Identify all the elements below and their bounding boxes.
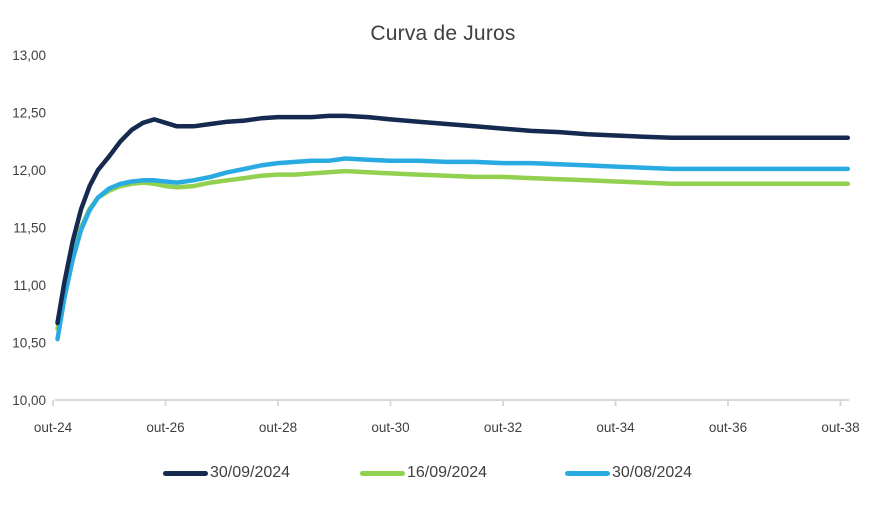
x-axis-tick-label: out-32 (484, 420, 522, 435)
y-axis-tick-label: 13,00 (12, 48, 46, 63)
y-axis-tick-label: 12,50 (12, 106, 46, 121)
legend-label: 16/09/2024 (407, 464, 488, 481)
legend-item-16-09-2024: 16/09/2024 (360, 461, 487, 485)
series-line-16-09-2024 (55, 168, 851, 331)
legend-item-30-08-2024: 30/08/2024 (565, 461, 692, 485)
x-axis-tick-label: out-28 (259, 420, 297, 435)
chart-legend: 30/09/2024 16/09/2024 30/08/2024 (0, 461, 886, 485)
legend-swatch-cyan-icon (565, 470, 610, 476)
legend-item-30-09-2024: 30/09/2024 (163, 461, 290, 485)
x-axis-tick-label: out-34 (596, 420, 635, 435)
y-axis-tick-label: 11,00 (13, 278, 46, 293)
x-axis-tick-label: out-30 (371, 420, 409, 435)
series-line-30-08-2024 (55, 156, 851, 342)
y-axis-tick-label: 12,00 (12, 163, 46, 178)
legend-swatch-navy-icon (163, 470, 208, 476)
x-axis-tick-label: out-38 (821, 420, 859, 435)
y-axis-tick-label: 10,00 (12, 393, 46, 408)
x-axis-tick-label: out-26 (146, 420, 184, 435)
y-axis-tick-label: 11,50 (13, 221, 46, 236)
x-axis-tick-label: out-36 (709, 420, 747, 435)
line-chart-plot-area: 13,00 12,50 12,00 11,50 11,00 10,50 10,00 out-2… (12, 48, 859, 435)
legend-label: 30/09/2024 (210, 464, 291, 481)
legend-label: 30/08/2024 (612, 464, 693, 481)
chart-title: Curva de Juros (370, 22, 516, 45)
y-axis-tick-label: 10,50 (12, 336, 46, 351)
x-axis-tick-label: out-24 (34, 420, 73, 435)
series-line-30-09-2024 (55, 113, 851, 326)
legend-swatch-green-icon (360, 470, 405, 476)
